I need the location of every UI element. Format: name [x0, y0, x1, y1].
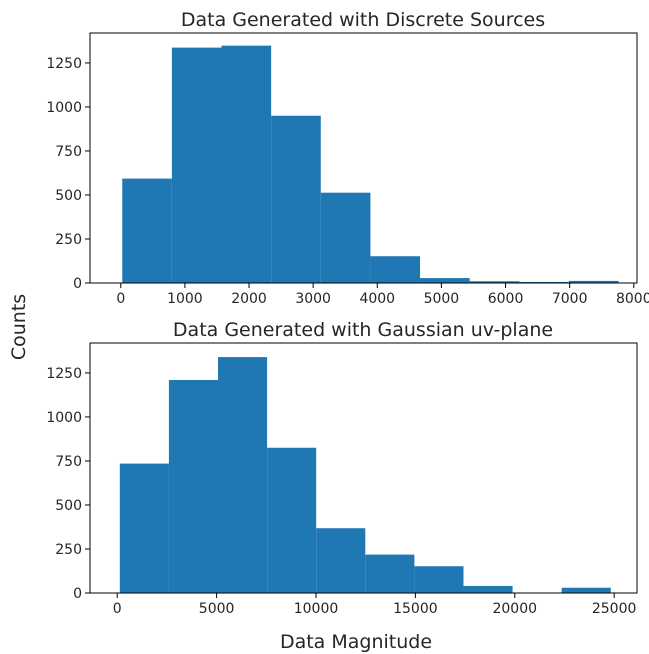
- x-tick-label: 20000: [492, 601, 537, 617]
- x-tick-label: 6000: [488, 291, 524, 307]
- histogram-bar: [168, 379, 219, 593]
- x-tick-label: 3000: [295, 291, 331, 307]
- y-tick-label: 1250: [46, 56, 82, 72]
- y-tick-label: 250: [55, 542, 82, 558]
- x-tick-label: 2000: [231, 291, 267, 307]
- figure-xlabel: Data Magnitude: [280, 631, 432, 653]
- y-tick-label: 500: [55, 188, 82, 204]
- y-tick-label: 0: [73, 276, 82, 292]
- x-tick-label: 15000: [393, 601, 438, 617]
- x-tick-label: 7000: [552, 291, 588, 307]
- y-tick-label: 1000: [46, 410, 82, 426]
- histogram-bar: [320, 192, 371, 283]
- histogram-bar: [122, 178, 172, 283]
- histogram-bar: [119, 463, 169, 593]
- x-tick-label: 1000: [167, 291, 203, 307]
- x-tick-label: 8000: [616, 291, 649, 307]
- histogram-bar: [271, 115, 321, 283]
- histogram-discrete-sources: Data Generated with Discrete Sources 0 10…: [46, 9, 649, 307]
- x-tick-label: 0: [113, 601, 122, 617]
- histogram-bar: [561, 587, 611, 593]
- histogram-bar: [414, 566, 464, 593]
- y-tick-label: 500: [55, 498, 82, 514]
- chart-title: Data Generated with Discrete Sources: [181, 9, 545, 31]
- x-tick-label: 5000: [424, 291, 460, 307]
- histogram-bar: [463, 585, 513, 593]
- y-tick-label: 1000: [46, 100, 82, 116]
- histogram-bar: [370, 256, 421, 283]
- histogram-bar: [420, 278, 470, 283]
- histogram-bar: [221, 45, 272, 283]
- x-tick-label: 4000: [359, 291, 395, 307]
- histogram-bar: [218, 357, 268, 593]
- x-tick-label: 10000: [294, 601, 339, 617]
- histogram-bar: [568, 280, 619, 283]
- x-tick-label: 25000: [592, 601, 637, 617]
- y-tick-label: 0: [73, 586, 82, 602]
- histogram-bar: [365, 554, 415, 593]
- y-tick-label: 750: [55, 454, 82, 470]
- histogram-bar: [171, 47, 222, 284]
- axes-frame: [89, 32, 638, 284]
- histogram-bar: [316, 528, 366, 593]
- histogram-bar: [469, 281, 520, 283]
- y-tick-label: 750: [55, 144, 82, 160]
- y-tick-label: 1250: [46, 366, 82, 382]
- histogram-bar: [267, 447, 317, 593]
- histogram-bar: [519, 281, 569, 283]
- figure-ylabel: Counts: [8, 294, 30, 360]
- chart-title: Data Generated with Gaussian uv-plane: [173, 319, 553, 341]
- x-tick-label: 0: [116, 291, 125, 307]
- y-tick-label: 250: [55, 232, 82, 248]
- axes-frame: [89, 342, 638, 594]
- histogram-gaussian-uv-plane: Data Generated with Gaussian uv-plane 0 5…: [46, 319, 638, 617]
- x-tick-label: 5000: [199, 601, 235, 617]
